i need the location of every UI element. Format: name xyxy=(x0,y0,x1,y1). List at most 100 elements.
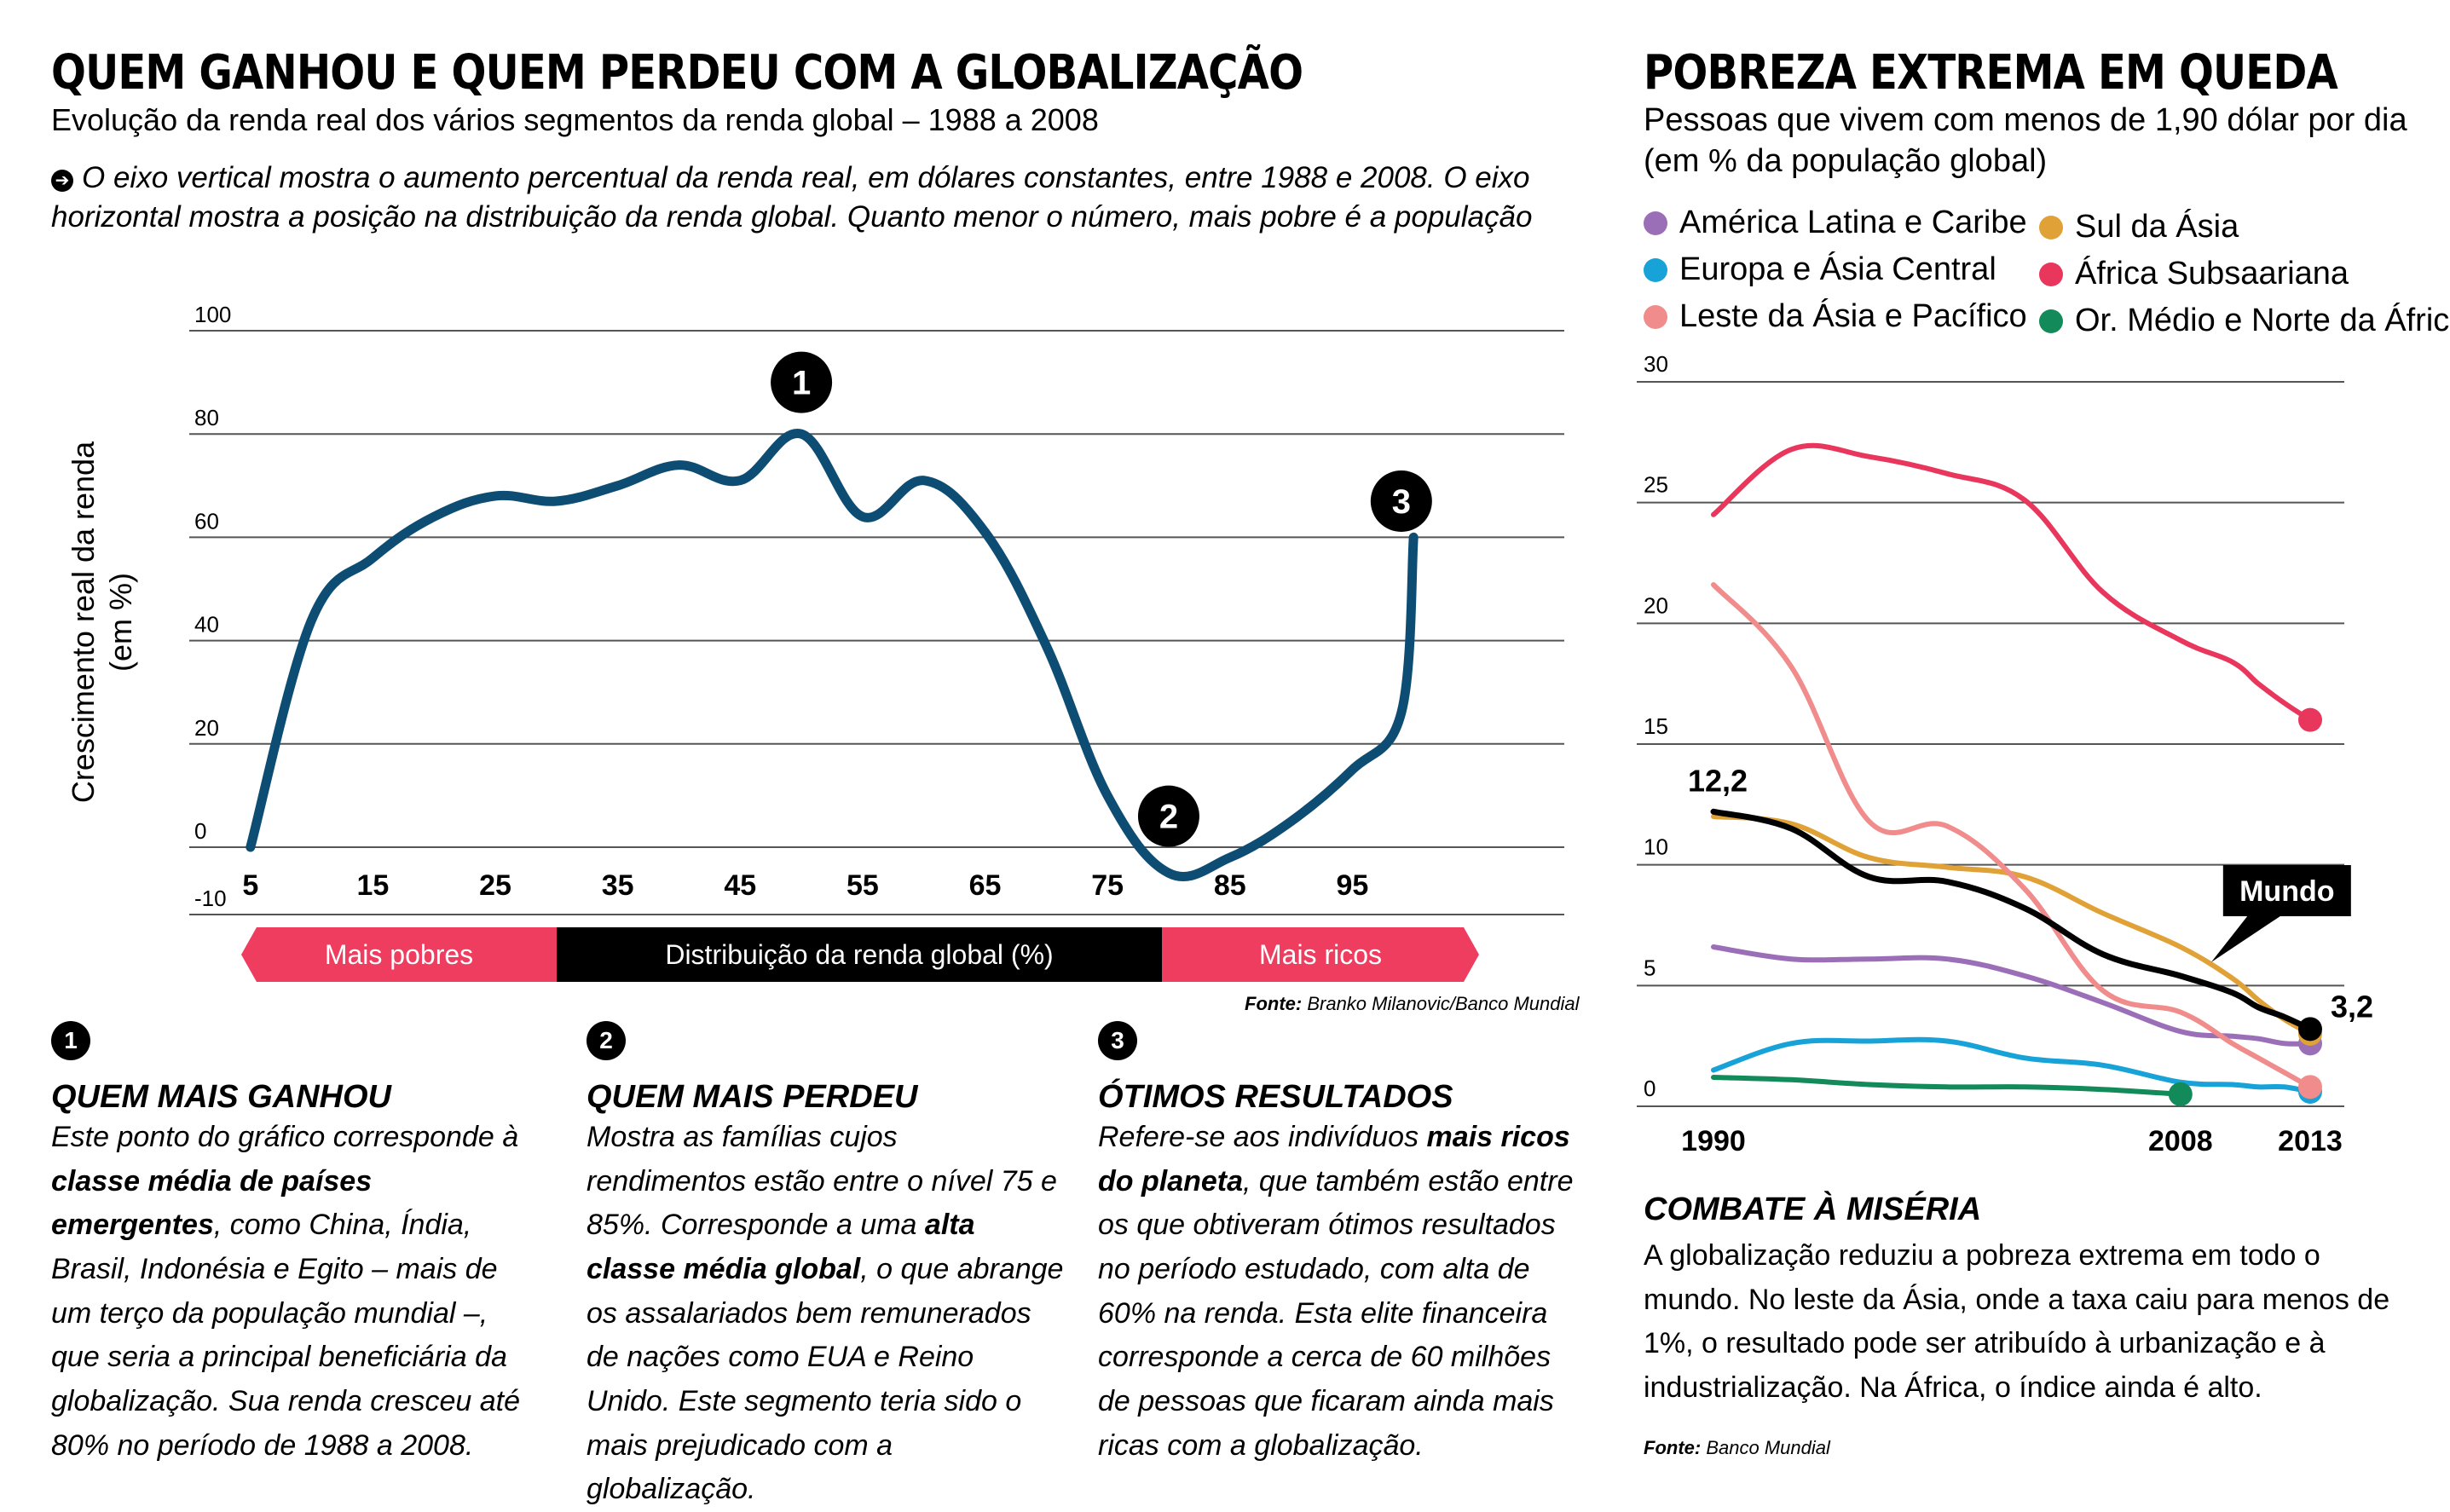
right-source-text: Banco Mundial xyxy=(1706,1437,1830,1458)
mundo-callout-pointer xyxy=(2210,915,2283,962)
left-x-tick-label: 25 xyxy=(479,869,511,902)
right-x-ticks: 1990 2008 2013 xyxy=(1681,1125,2343,1157)
series-end-marker xyxy=(2298,1017,2322,1042)
annotation-marker xyxy=(771,351,833,413)
note-3-body: Refere-se aos indivíduos mais ricos do p… xyxy=(1098,1121,1574,1462)
series-end-marker xyxy=(2168,1082,2193,1106)
right-y-tick-label: 0 xyxy=(1644,1076,1655,1101)
note-2-number: 2 xyxy=(586,1021,626,1060)
band-richer-label: Mais ricos xyxy=(1258,938,1382,970)
legend-dot xyxy=(1644,257,1667,282)
note-2: 2 QUEM MAIS PERDEU Mostra as famílias cu… xyxy=(586,1021,1064,1512)
mundo-start-label: 12,2 xyxy=(1688,763,1748,798)
right-bottom-text: A globalização reduziu a pobreza extrema… xyxy=(1644,1239,2390,1405)
note-1-heading: QUEM MAIS GANHOU xyxy=(51,1079,391,1115)
left-x-ticks: 5 15 25 35 45 55 65 75 85 95 xyxy=(242,869,1368,902)
legend-dot xyxy=(1644,304,1667,329)
left-source-text: Branko Milanovic/Banco Mundial xyxy=(1307,993,1580,1014)
poverty-series-line xyxy=(1711,944,2313,1047)
note-1-body: Este ponto do gráfico corresponde à clas… xyxy=(51,1121,521,1462)
right-chart-subtitle-1: Pessoas que vivem com menos de 1,90 dóla… xyxy=(1644,102,2407,138)
left-x-tick-label: 5 xyxy=(242,869,258,902)
left-grid xyxy=(189,330,1564,915)
series-end-marker xyxy=(2298,1075,2322,1099)
poverty-chart: 30 25 20 15 10 5 0 1990 2008 2013 12,2 3,2 Mundo xyxy=(1637,351,2373,1157)
right-y-tick-label: 25 xyxy=(1644,472,1668,498)
poverty-series-line xyxy=(1711,1075,2183,1097)
annotation-label: 3 xyxy=(1392,483,1411,521)
left-x-tick-label: 95 xyxy=(1336,869,1368,902)
right-y-tick-label: 30 xyxy=(1644,351,1668,377)
left-x-tick-label: 75 xyxy=(1091,869,1124,902)
poverty-series-line xyxy=(1711,1036,2313,1094)
note-2-heading: QUEM MAIS PERDEU xyxy=(586,1079,918,1115)
left-y-tick-label: 80 xyxy=(194,405,219,430)
right-y-tick-label: 10 xyxy=(1644,834,1668,860)
left-y-tick-label: 100 xyxy=(194,302,231,327)
band-poorer: Mais pobres xyxy=(241,927,557,982)
note-3: 3 ÓTIMOS RESULTADOS Refere-se aos indiví… xyxy=(1098,1021,1575,1468)
legend-dot xyxy=(1644,211,1667,235)
left-y-tick-label: 60 xyxy=(194,508,219,534)
right-y-tick-label: 5 xyxy=(1644,955,1655,980)
left-chart-note: ➔ O eixo vertical mostra o aumento percen… xyxy=(51,159,1569,236)
left-chart-subtitle: Evolução da renda real dos vários segmen… xyxy=(51,102,1099,137)
left-y-tick-label: 0 xyxy=(194,818,206,844)
left-source: Fonte: Branko Milanovic/Banco Mundial xyxy=(1245,993,1580,1015)
left-y-tick-label: -10 xyxy=(194,886,227,911)
right-source: Fonte: Banco Mundial xyxy=(1644,1437,1830,1459)
left-y-ticks: 100 80 60 40 20 0 -10 xyxy=(194,302,231,911)
annotation-marker xyxy=(1137,785,1199,847)
note-2-body: Mostra as famílias cujos rendimentos est… xyxy=(586,1121,1064,1506)
band-poorer-label: Mais pobres xyxy=(324,938,474,970)
poverty-series-line xyxy=(1711,814,2313,1036)
poverty-lines xyxy=(1710,442,2322,1106)
band-center-label: Distribuição da renda global (%) xyxy=(665,938,1054,970)
band-richer: Mais ricos xyxy=(1162,927,1479,982)
legend-europe-central-asia: Europa e Ásia Central xyxy=(1644,251,1996,288)
right-bottom-heading: COMBATE À MISÉRIA xyxy=(1644,1192,1982,1227)
left-annotations: 1 2 3 xyxy=(771,351,1432,847)
annotation-label: 1 xyxy=(792,365,811,402)
legend-mena: Or. Médio e Norte da África xyxy=(2039,303,2450,339)
left-x-tick-label: 65 xyxy=(969,869,1002,902)
legend-dot xyxy=(2039,215,2063,239)
left-x-tick-label: 55 xyxy=(847,869,879,902)
left-y-tick-label: 40 xyxy=(194,612,219,638)
note-1-number: 1 xyxy=(51,1021,90,1060)
poverty-series-line xyxy=(1711,442,2313,723)
left-x-tick-label: 85 xyxy=(1214,869,1246,902)
mundo-callout-box xyxy=(2222,865,2351,916)
right-y-ticks: 30 25 20 15 10 5 0 xyxy=(1644,351,1668,1101)
right-x-tick-label: 1990 xyxy=(1681,1125,1746,1157)
note-1: 1 QUEM MAIS GANHOU Este ponto do gráfico… xyxy=(51,1021,529,1468)
legend-dot xyxy=(2039,262,2063,286)
legend-east-asia-pacific: Leste da Ásia e Pacífico xyxy=(1644,298,2027,335)
right-y-tick-label: 15 xyxy=(1644,713,1668,739)
right-source-label: Fonte: xyxy=(1644,1437,1702,1458)
legend-sub-saharan-africa: África Subsaariana xyxy=(2039,256,2349,292)
band-center: Distribuição da renda global (%) xyxy=(557,927,1162,982)
arrow-right-icon: ➔ xyxy=(51,170,73,192)
right-y-tick-label: 20 xyxy=(1644,592,1668,618)
left-x-tick-label: 35 xyxy=(602,869,634,902)
annotation-marker xyxy=(1370,470,1432,532)
left-chart-title: QUEM GANHOU E QUEM PERDEU COM A GLOBALIZ… xyxy=(51,45,1303,101)
legend-dot xyxy=(2039,309,2063,333)
legend-latin-america: América Latina e Caribe xyxy=(1644,205,2027,241)
legend-south-asia: Sul da Ásia xyxy=(2039,209,2239,245)
series-end-marker xyxy=(2298,707,2322,732)
left-y-tick-label: 20 xyxy=(194,715,219,741)
note-3-number: 3 xyxy=(1098,1021,1137,1060)
right-x-tick-label: 2008 xyxy=(2148,1125,2213,1157)
right-chart-subtitle-2: (em % da população global) xyxy=(1644,143,2048,179)
left-x-tick-label: 45 xyxy=(724,869,756,902)
left-chart-note-text: O eixo vertical mostra o aumento percent… xyxy=(51,161,1533,234)
poverty-series-line xyxy=(1710,808,2314,1032)
left-x-tick-label: 15 xyxy=(357,869,390,902)
mundo-callout-label: Mundo xyxy=(2239,875,2334,908)
note-3-heading: ÓTIMOS RESULTADOS xyxy=(1098,1079,1453,1115)
left-y-axis-label: Crescimento real da renda(em %) xyxy=(66,441,138,803)
income-growth-line xyxy=(246,429,1419,881)
